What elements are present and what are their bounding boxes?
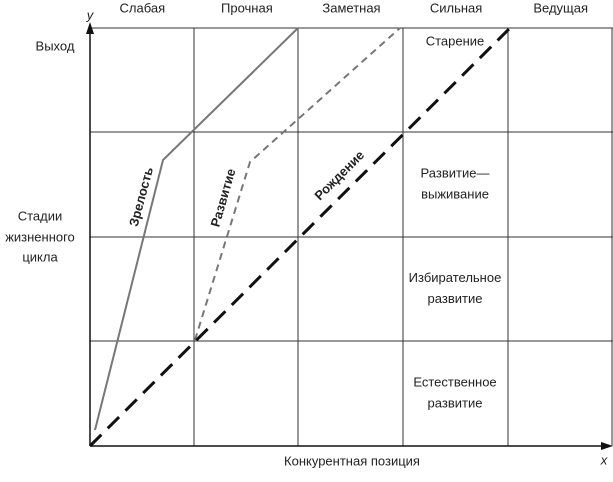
y-label: Выход xyxy=(36,38,75,53)
stage-text: развитие xyxy=(428,396,483,411)
column-label: Заметная xyxy=(322,0,380,15)
stage-text: Развитие— xyxy=(421,166,490,181)
stage-text: Избирательное xyxy=(409,270,502,285)
column-label: Ведущая xyxy=(533,0,588,15)
column-label: Сильная xyxy=(430,0,482,15)
stage-text: Старение xyxy=(426,34,485,49)
stage-text: выживание xyxy=(421,187,489,202)
curve-label: Зрелость xyxy=(126,165,156,228)
curve-label: Рождение xyxy=(311,147,367,203)
stage-text: развитие xyxy=(428,291,483,306)
stage-label: жизненного xyxy=(5,229,75,244)
stage-label: Стадии xyxy=(18,208,63,223)
x-arrow xyxy=(601,442,613,450)
y-symbol: y xyxy=(86,7,95,22)
maturity-curve xyxy=(94,27,299,431)
grid xyxy=(90,27,613,446)
column-label: Прочная xyxy=(221,0,273,15)
stage-text: Естественное xyxy=(413,375,496,390)
y-arrow xyxy=(86,22,94,34)
x-symbol: x xyxy=(600,452,608,467)
column-label: Слабая xyxy=(119,0,165,15)
curve-label: Развитие xyxy=(208,167,239,229)
x-label: Конкурентная позиция xyxy=(284,453,420,468)
stage-label: цикла xyxy=(22,249,58,264)
growth-curve xyxy=(194,27,401,341)
